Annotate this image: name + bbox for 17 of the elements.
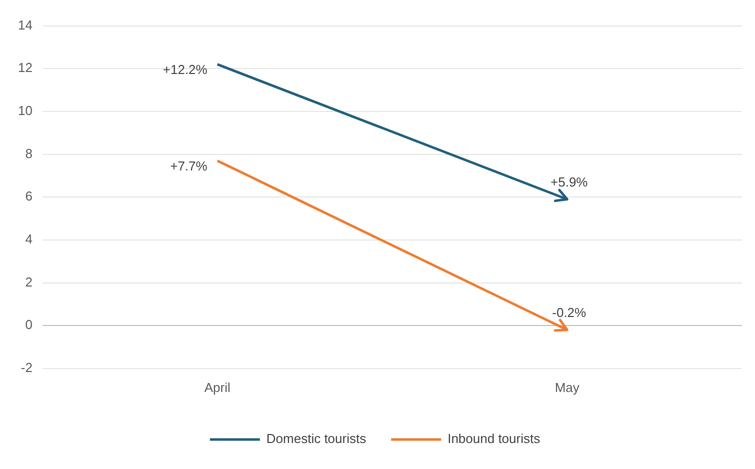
data-label: -0.2% (552, 304, 587, 320)
y-tick-label: 0 (25, 317, 32, 332)
legend-label: Domestic tourists (266, 431, 367, 446)
y-tick-label: 8 (25, 146, 32, 161)
x-tick-label: May (554, 380, 580, 395)
y-tick-label: -2 (20, 360, 32, 375)
data-label: +7.7% (170, 158, 208, 174)
legend-label: Inbound tourists (448, 431, 541, 446)
x-tick-label: April (204, 380, 230, 395)
data-label: +12.2% (162, 62, 208, 77)
y-tick-label: 14 (18, 17, 32, 32)
y-tick-label: 6 (25, 188, 32, 204)
y-tick-label: 2 (25, 274, 32, 290)
y-tick-label: 10 (18, 103, 32, 118)
y-tick-label: 4 (25, 232, 32, 247)
y-tick-label: 12 (18, 60, 32, 76)
data-label: +5.9% (550, 174, 588, 190)
